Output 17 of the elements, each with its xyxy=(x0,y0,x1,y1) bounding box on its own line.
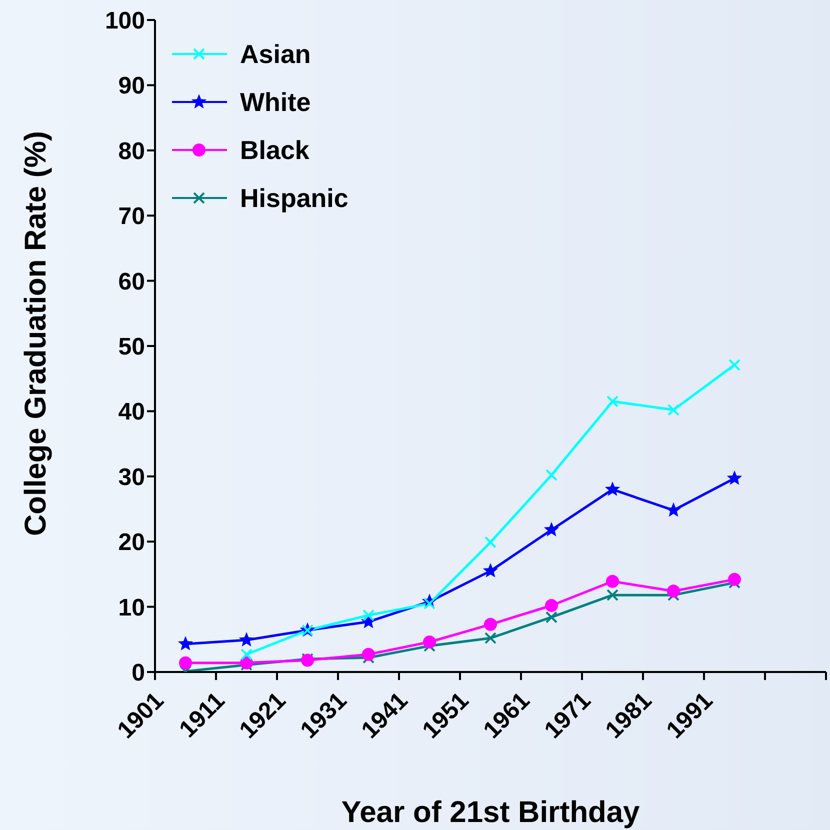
y-tick-label: 80 xyxy=(118,138,145,165)
x-axis-title: Year of 21st Birthday xyxy=(341,796,640,829)
y-tick-label: 30 xyxy=(118,464,145,491)
y-tick-label: 10 xyxy=(118,594,145,622)
y-tick-label: 60 xyxy=(118,268,145,296)
y-tick-label: 20 xyxy=(118,529,145,556)
legend-label: Asian xyxy=(240,38,311,70)
y-tick-label: 0 xyxy=(132,660,145,687)
y-tick-label: 40 xyxy=(118,398,145,426)
y-tick-label: 70 xyxy=(118,203,145,230)
legend-label: Black xyxy=(240,134,310,166)
legend-label: Hispanic xyxy=(240,182,348,214)
y-axis-title: College Graduation Rate (%) xyxy=(20,130,53,536)
y-tick-label: 50 xyxy=(118,334,145,361)
y-tick-label: 100 xyxy=(104,8,145,35)
y-tick-label: 90 xyxy=(118,72,145,100)
legend-label: White xyxy=(240,86,311,118)
